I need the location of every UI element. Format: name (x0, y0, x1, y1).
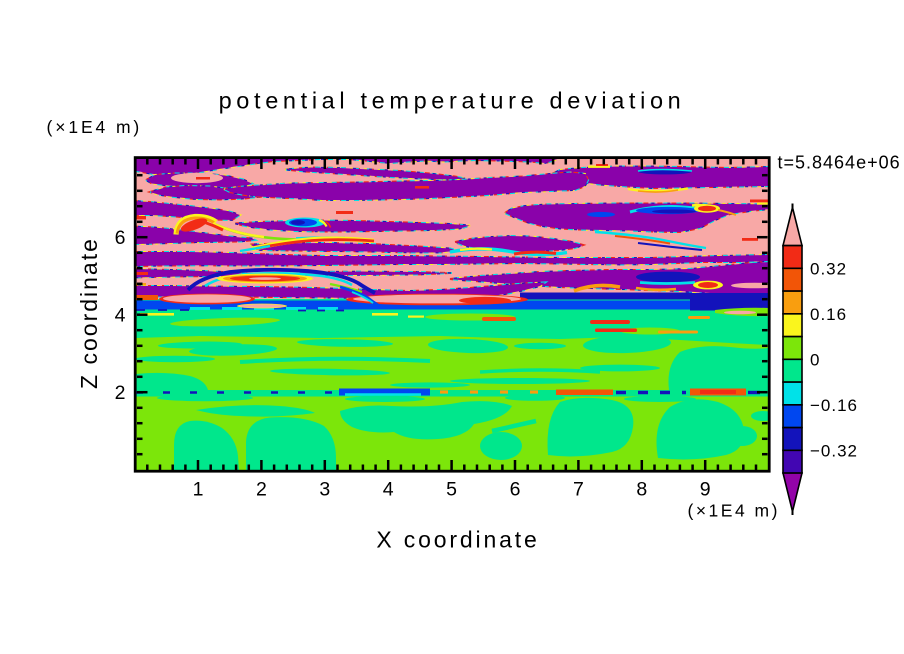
svg-text:−0.32: −0.32 (810, 442, 858, 461)
svg-text:8: 8 (636, 479, 647, 501)
svg-text:6: 6 (115, 227, 126, 249)
svg-text:2: 2 (256, 479, 267, 501)
svg-text:9: 9 (700, 479, 711, 501)
svg-text:4: 4 (383, 479, 394, 501)
svg-text:(×1E4 m): (×1E4 m) (688, 501, 780, 521)
svg-text:2: 2 (115, 382, 126, 404)
svg-text:7: 7 (573, 479, 584, 501)
svg-text:1: 1 (193, 479, 204, 501)
svg-text:0: 0 (810, 351, 820, 370)
svg-text:4: 4 (115, 305, 126, 327)
svg-text:t=5.8464e+06: t=5.8464e+06 (778, 153, 901, 173)
svg-text:0.32: 0.32 (810, 260, 847, 279)
svg-text:3: 3 (319, 479, 330, 501)
svg-text:−0.16: −0.16 (810, 396, 858, 415)
svg-text:6: 6 (510, 479, 521, 501)
svg-text:Z coordinate: Z coordinate (76, 237, 102, 389)
svg-text:(×1E4 m): (×1E4 m) (47, 117, 143, 137)
svg-text:X coordinate: X coordinate (376, 527, 539, 553)
svg-text:potential temperature deviatio: potential temperature deviation (219, 88, 686, 114)
svg-text:0.16: 0.16 (810, 305, 847, 324)
svg-text:5: 5 (446, 479, 457, 501)
